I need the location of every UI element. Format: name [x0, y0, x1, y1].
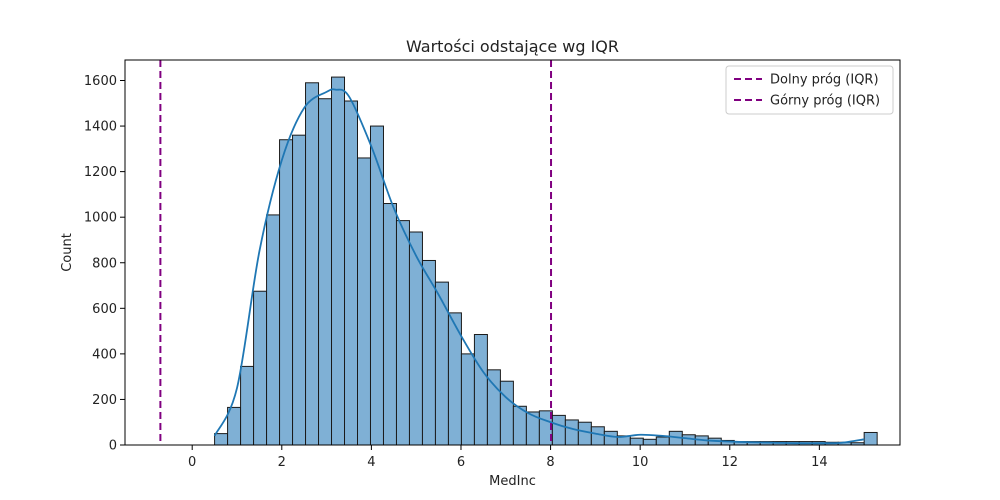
y-tick-label: 1400 [84, 120, 117, 135]
histogram-bar [305, 82, 320, 446]
x-tick-label: 14 [811, 455, 828, 470]
histogram-bar [395, 220, 410, 446]
x-axis: 0 2 4 6 8 10 12 14 [188, 445, 828, 470]
y-tick-label: 0 [109, 439, 117, 454]
histogram-bar [577, 421, 592, 446]
histogram-bar [331, 76, 346, 446]
legend-box [725, 65, 894, 115]
histogram-bar [279, 139, 294, 446]
y-tick-label: 600 [92, 302, 117, 317]
histogram-bar [655, 436, 670, 446]
x-tick-label: 4 [367, 455, 375, 470]
histogram-bar [214, 433, 229, 446]
y-tick-label: 1200 [84, 165, 117, 180]
x-tick-label: 8 [546, 455, 554, 470]
histogram-bar [499, 380, 514, 446]
x-tick-label: 10 [632, 455, 649, 470]
histogram-bar [421, 259, 436, 446]
histogram-bar [603, 430, 618, 446]
histogram-bar [382, 203, 397, 446]
histogram-bar [863, 431, 878, 446]
kde-curve [213, 88, 865, 445]
histogram-bar [642, 438, 657, 446]
y-tick-label: 400 [92, 347, 117, 362]
legend-label: Dolny próg (IQR) [770, 73, 879, 88]
y-tick-label: 200 [92, 393, 117, 408]
legend: Dolny próg (IQR) Górny próg (IQR) [725, 65, 894, 115]
kde-curve-layer [213, 88, 865, 445]
histogram-bar [357, 157, 371, 446]
histogram-bar [564, 419, 579, 446]
x-tick-label: 0 [188, 455, 196, 470]
y-tick-label: 800 [92, 256, 117, 271]
legend-label: Górny próg (IQR) [770, 94, 880, 109]
histogram-bar [629, 437, 644, 446]
histogram-bar [551, 414, 566, 446]
histogram-bar [253, 290, 268, 446]
histogram-bar [318, 98, 333, 446]
histogram-bar [344, 100, 358, 446]
histogram-bar [240, 365, 255, 446]
threshold-lines [159, 60, 553, 445]
histogram-bar [292, 134, 307, 446]
histogram-bar [460, 353, 475, 446]
x-tick-label: 2 [278, 455, 286, 470]
histogram-bar [590, 426, 605, 446]
histogram-bars [214, 76, 878, 446]
histogram-bar [512, 405, 527, 446]
y-tick-label: 1600 [84, 74, 117, 89]
y-axis-label: Count [60, 233, 75, 272]
histogram-bar [227, 406, 242, 446]
y-axis: 0 200 400 600 800 1000 1200 1400 1600 [84, 74, 125, 454]
x-tick-label: 6 [457, 455, 465, 470]
x-tick-label: 12 [721, 455, 738, 470]
histogram-bar [473, 334, 488, 446]
chart-title: Wartości odstające wg IQR [406, 37, 619, 56]
x-axis-label: MedInc [489, 474, 536, 489]
y-tick-label: 1000 [84, 211, 117, 226]
plot-frame [124, 59, 901, 446]
histogram-bar [434, 281, 449, 446]
histogram-bar [266, 214, 281, 446]
